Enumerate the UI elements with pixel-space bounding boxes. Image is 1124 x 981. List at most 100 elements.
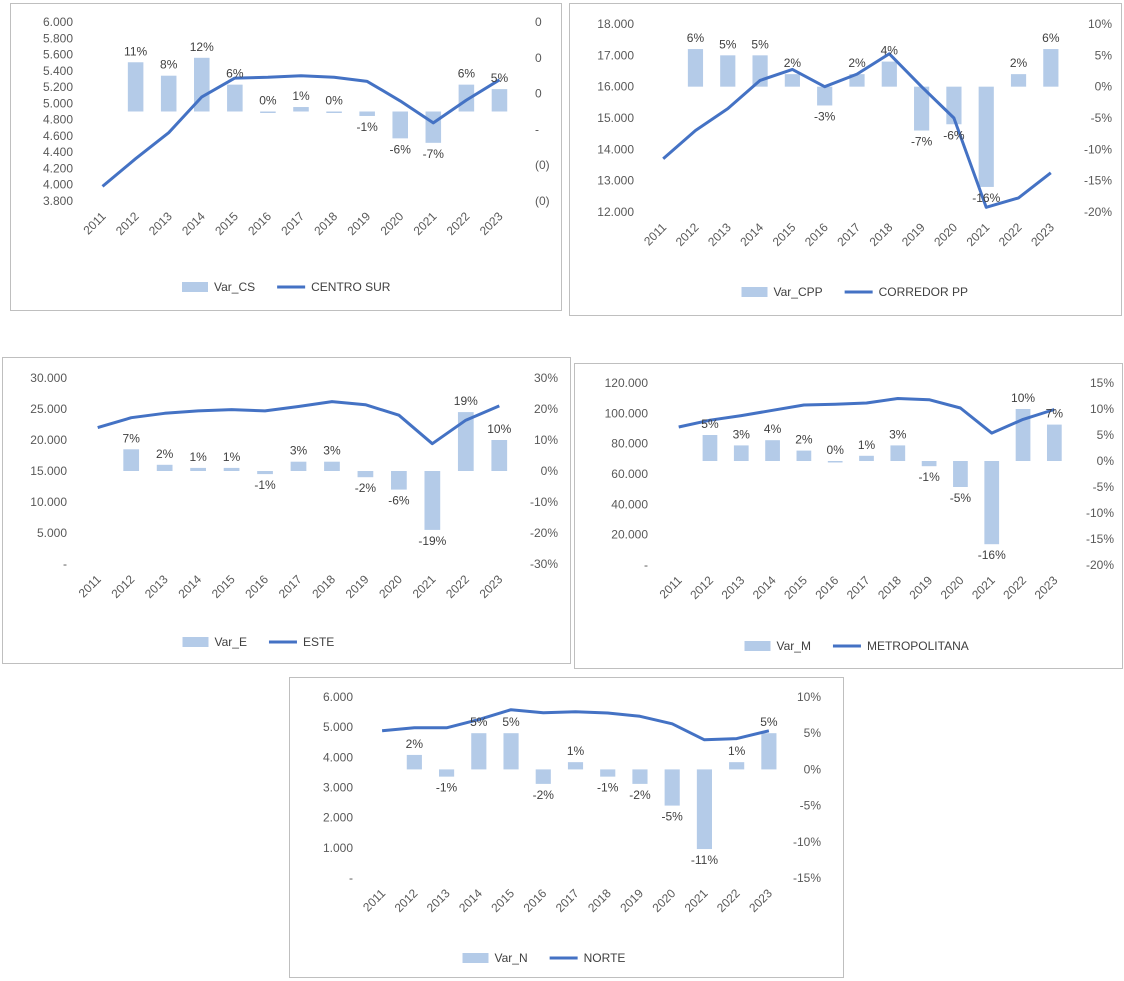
x-axis-tick: 2012 (113, 209, 142, 238)
chart-centro-sur: 6.000 5.800 5.600 5.400 5.200 5.000 4.800 4.600… (10, 3, 562, 311)
left-axis-tick: - (63, 557, 67, 571)
right-axis-tick: (0) (535, 158, 550, 172)
right-axis-tick: 10% (1090, 402, 1114, 416)
x-axis-tick: 2023 (1032, 573, 1061, 602)
variation-bar (796, 450, 812, 461)
series-line (381, 708, 770, 742)
chart-metropolitana: 120.000 100.000 80.000 60.000 40.000 20.000-1… (574, 363, 1123, 669)
variation-bar (156, 464, 173, 471)
data-label: 1% (567, 744, 585, 758)
right-axis-tick: - (535, 122, 539, 136)
variation-bar (733, 445, 749, 461)
data-label: 10% (487, 422, 511, 436)
variation-bar (890, 445, 906, 461)
right-axis-tick: 0 (535, 87, 542, 101)
variation-bar (984, 461, 1000, 545)
series-line (97, 400, 500, 446)
variation-bar (357, 471, 374, 478)
x-axis-tick: 2013 (142, 572, 171, 601)
data-label: -2% (533, 788, 555, 802)
left-axis-tick: 15.000 (597, 111, 634, 125)
data-label: 5% (719, 37, 737, 51)
right-axis-tick: -30% (530, 557, 558, 571)
variation-bar (127, 62, 144, 112)
left-axis-tick: 60.000 (611, 467, 648, 481)
variation-bar (491, 89, 508, 112)
right-axis-tick: -5% (800, 799, 822, 813)
chart-norte: 6.000 5.000 4.000 3.000 2.000 1.000-10% 5% 0% -5… (289, 677, 844, 978)
variation-bar (600, 769, 616, 777)
left-axis-tick: 80.000 (611, 437, 648, 451)
left-axis-tick: 20.000 (30, 433, 67, 447)
data-label: 2% (1010, 56, 1028, 70)
x-axis-tick: 2015 (209, 572, 238, 601)
right-axis-tick: 0 (535, 51, 542, 65)
chart-svg: 120.000100.00080.00060.00040.00020.000-1… (605, 376, 1115, 653)
chart-svg: 18.000 17.000 16.000 15.000 14.000 13.000 12.0… (597, 17, 1112, 299)
variation-bar (293, 107, 309, 112)
data-label: 11% (124, 44, 147, 58)
legend-bar-label: Var_M (777, 639, 811, 653)
data-label: 0% (827, 443, 845, 457)
left-axis-tick: 25.000 (30, 402, 67, 416)
x-axis-tick: 2015 (212, 209, 241, 238)
x-axis-tick: 2019 (344, 209, 373, 238)
left-axis-tick: 5.000 (37, 526, 67, 540)
data-label: 2% (784, 56, 802, 70)
x-axis-tick: 2011 (641, 220, 669, 248)
legend-line-label: NORTE (584, 951, 626, 965)
x-axis-tick: 2015 (770, 220, 799, 249)
x-axis-tick: 2019 (899, 220, 928, 249)
series-line (678, 397, 1055, 435)
right-axis-tick: -10% (530, 495, 558, 509)
x-axis-tick: 2017 (553, 886, 582, 915)
left-axis-tick: - (349, 871, 353, 885)
variation-bar (632, 769, 648, 784)
data-label: 4% (764, 422, 782, 436)
x-axis-tick: 2015 (488, 886, 517, 915)
x-axis-tick: 2023 (746, 886, 775, 915)
data-label: 0% (259, 94, 277, 108)
data-label: -2% (355, 481, 377, 495)
left-axis-tick: 13.000 (597, 174, 634, 188)
data-label: 1% (223, 450, 241, 464)
variation-bar (123, 449, 140, 471)
variation-bar (190, 467, 206, 471)
left-axis-tick: 10.000 (30, 495, 67, 509)
legend-line-label: CORREDOR PP (879, 285, 968, 299)
left-axis-tick: 15.000 (30, 464, 67, 478)
x-axis-tick: 2011 (81, 209, 109, 237)
variation-bar (765, 440, 780, 461)
variation-bar (702, 435, 718, 461)
variation-bar (324, 461, 340, 471)
x-axis-tick: 2018 (875, 573, 904, 602)
right-axis-tick: 15% (1090, 376, 1114, 390)
left-axis-tick: 5.400 (43, 64, 73, 78)
data-label: -7% (911, 135, 933, 149)
x-axis-tick: 2016 (245, 209, 274, 238)
data-label: 1% (728, 744, 746, 758)
variation-bar (290, 461, 307, 471)
legend-bar-label: Var_N (495, 951, 528, 965)
chart-svg: 30.00025.00020.00015.00010.0005.000-30%2… (30, 371, 558, 649)
data-label: -16% (972, 191, 1000, 205)
variation-bar (503, 733, 519, 770)
left-axis-tick: 100.000 (605, 406, 649, 420)
left-axis-tick: 14.000 (597, 142, 634, 156)
data-label: -6% (388, 494, 410, 508)
x-axis-tick: 2013 (424, 886, 453, 915)
variation-bar (391, 471, 407, 490)
data-label: 1% (292, 89, 310, 103)
right-axis-tick: -15% (1084, 174, 1112, 188)
x-axis-tick: 2011 (657, 573, 685, 601)
x-axis-tick: 2016 (242, 572, 271, 601)
x-axis-tick: 2017 (278, 209, 307, 238)
right-axis-tick: 20% (534, 402, 558, 416)
x-axis-tick: 2020 (378, 209, 407, 238)
data-label: -3% (814, 109, 836, 123)
left-axis-tick: 5.600 (43, 48, 73, 62)
data-label: 6% (687, 31, 705, 45)
variation-bar (260, 111, 276, 113)
x-axis-tick: 2016 (813, 573, 842, 602)
x-axis-tick: 2020 (931, 220, 960, 249)
